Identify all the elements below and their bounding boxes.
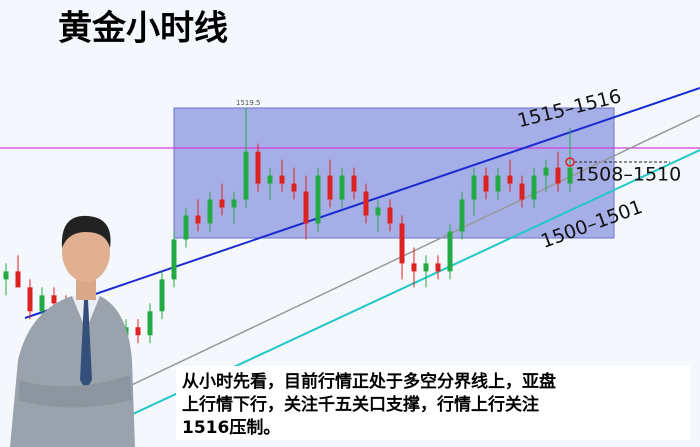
candle-body bbox=[279, 175, 285, 184]
candle-body bbox=[339, 175, 345, 200]
candle-body bbox=[327, 175, 333, 200]
annotation: 1519.5 bbox=[236, 99, 261, 107]
marker bbox=[565, 157, 575, 167]
candle-body bbox=[171, 239, 177, 280]
candle-body bbox=[483, 175, 489, 192]
candle-body bbox=[375, 207, 381, 216]
candle-body bbox=[219, 199, 225, 208]
annotation: 1508–1510 bbox=[575, 164, 681, 186]
candle-body bbox=[255, 151, 261, 184]
candle-body bbox=[495, 175, 501, 192]
candle-body bbox=[555, 167, 561, 184]
candle-body bbox=[399, 223, 405, 264]
candle-body bbox=[147, 311, 153, 336]
candle-body bbox=[291, 183, 297, 192]
candle-body bbox=[363, 191, 369, 216]
person bbox=[10, 215, 135, 447]
candle-body bbox=[471, 175, 477, 200]
candle-body bbox=[15, 271, 21, 288]
candle-body bbox=[507, 175, 513, 184]
candle-body bbox=[315, 175, 321, 224]
candle-body bbox=[243, 151, 249, 200]
candle-body bbox=[519, 183, 525, 200]
candle-body bbox=[27, 287, 33, 312]
candle-body bbox=[435, 263, 441, 272]
candle-body bbox=[51, 295, 57, 304]
candle-body bbox=[351, 175, 357, 192]
candle-body bbox=[207, 199, 213, 224]
candle-body bbox=[231, 199, 237, 208]
candle-body bbox=[135, 327, 141, 336]
candle-body bbox=[423, 263, 429, 272]
trend-line bbox=[24, 87, 700, 319]
candle-body bbox=[159, 279, 165, 312]
candle-body bbox=[183, 215, 189, 240]
comment-box bbox=[176, 366, 690, 440]
candle-body bbox=[39, 295, 45, 312]
candle-body bbox=[543, 167, 549, 176]
comment: 从小时先看，目前行情正处于多空分界线上，亚盘 bbox=[182, 371, 556, 392]
candle-body bbox=[531, 175, 537, 200]
candle-body bbox=[303, 191, 309, 224]
candle-body bbox=[447, 231, 453, 272]
candle-body bbox=[567, 167, 573, 184]
candle-body bbox=[387, 207, 393, 224]
comment: 上行情下行，关注千五关口支撑，行情上行关注 bbox=[182, 394, 539, 415]
candle-body bbox=[459, 199, 465, 232]
chart-title: 黄金小时线 bbox=[58, 9, 228, 49]
candle-body bbox=[3, 271, 9, 280]
candle-body bbox=[411, 263, 417, 272]
candle-body bbox=[267, 175, 273, 184]
candle-body bbox=[195, 215, 201, 224]
comment: 1516压制。 bbox=[182, 417, 280, 438]
